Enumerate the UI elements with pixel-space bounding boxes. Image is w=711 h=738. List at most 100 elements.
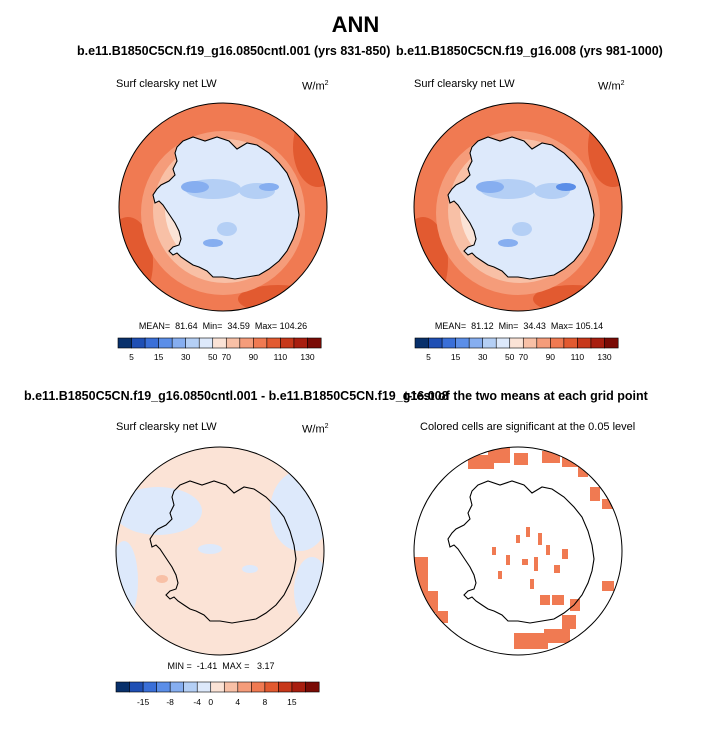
colorbar-box xyxy=(305,681,320,693)
colorbar-box xyxy=(129,681,144,693)
ice-shelf-low xyxy=(217,222,237,236)
colorbar-box xyxy=(158,337,173,349)
negative-patch-e xyxy=(294,557,324,625)
colorbar-box xyxy=(577,337,592,349)
colorbar-box xyxy=(210,681,225,693)
polar-map-case2 xyxy=(413,102,623,312)
max-band-east xyxy=(588,107,622,187)
colorbar-labels-diff: -15 -8 -4 0 4 8 15 xyxy=(116,697,319,709)
colorbar-tick-label: 70 xyxy=(518,352,529,362)
colorbar-box xyxy=(115,681,131,693)
colorbar-box xyxy=(563,337,578,349)
panel-title-case2: b.e11.B1850C5CN.f19_g16.008 (yrs 981-100… xyxy=(396,44,663,58)
colorbar-box xyxy=(196,681,212,693)
colorbar-box xyxy=(495,337,511,349)
ice-shelf-core xyxy=(498,239,518,247)
variable-label-diff: Surf clearsky net LW xyxy=(116,421,217,433)
colorbar-box xyxy=(171,337,187,349)
colorbar-tick-label: 30 xyxy=(477,352,488,362)
colorbar-tick-label: -4 xyxy=(193,697,201,707)
colorbar-tick-label: 90 xyxy=(545,352,556,362)
colorbar-box xyxy=(522,337,538,349)
colorbar-box xyxy=(131,337,146,349)
colorbar-tick-label: 8 xyxy=(262,697,268,707)
polar-map-case1 xyxy=(118,102,328,312)
colorbar-tick-label: 4 xyxy=(235,697,241,707)
colorbar-box xyxy=(550,337,565,349)
colorbar-tick-label: 0 xyxy=(208,697,214,707)
colorbar-tick-label: 5 xyxy=(129,352,134,362)
panel-title-diff: b.e11.B1850C5CN.f19_g16.0850cntl.001 - b… xyxy=(24,389,449,403)
colorbar-box xyxy=(212,337,227,349)
colorbar-box xyxy=(156,681,171,693)
units-label-case1: W/m2 xyxy=(302,80,329,93)
colorbar-tick-label: 130 xyxy=(597,352,612,362)
colorbar-tick-label: 70 xyxy=(221,352,232,362)
main-title: ANN xyxy=(331,12,380,37)
negative-patch-interior-2 xyxy=(242,565,258,573)
colorbar-tick-label: 15 xyxy=(287,697,297,707)
polar-map-ttest xyxy=(413,446,623,656)
colorbar-box xyxy=(590,337,605,349)
colorbar-case2 xyxy=(414,337,619,349)
colorbar-box xyxy=(239,337,254,349)
plateau-core-west xyxy=(181,181,209,193)
variable-label-case1: Surf clearsky net LW xyxy=(116,78,217,90)
colorbar-box xyxy=(223,681,239,693)
colorbar-box xyxy=(509,337,524,349)
colorbar-tick-label: -8 xyxy=(166,697,174,707)
colorbar-box xyxy=(293,337,308,349)
plateau-core-east xyxy=(259,183,279,191)
colorbar-tick-label: 90 xyxy=(248,352,259,362)
colorbar-labels-case2: 5 15 30 50 70 90 110 130 xyxy=(415,352,618,364)
colorbar-tick-label: 130 xyxy=(300,352,315,362)
stats-case1: MEAN= 81.64 Min= 34.59 Max= 104.26 xyxy=(138,321,308,331)
colorbar-tick-label: 50 xyxy=(207,352,218,362)
map-border xyxy=(118,102,328,312)
map-border xyxy=(115,446,325,656)
significance-note: Colored cells are significant at the 0.0… xyxy=(420,421,636,433)
colorbar-box xyxy=(280,337,295,349)
colorbar-diff xyxy=(115,681,320,693)
colorbar-box xyxy=(169,681,185,693)
polar-map-diff xyxy=(115,446,325,656)
colorbar-labels-case1: 5 15 30 50 70 90 110 130 xyxy=(118,352,321,364)
colorbar-box xyxy=(468,337,484,349)
colorbar-tick-label: 110 xyxy=(570,352,585,362)
colorbar-box xyxy=(144,337,160,349)
colorbar-box xyxy=(536,337,551,349)
plateau-core-west xyxy=(476,181,504,193)
ice-shelf-core xyxy=(203,239,223,247)
colorbar-tick-label: -15 xyxy=(136,697,150,707)
colorbar-tick-label: 15 xyxy=(153,352,164,362)
colorbar-box xyxy=(264,681,279,693)
colorbar-tick-label: 50 xyxy=(504,352,515,362)
negative-patch-interior xyxy=(198,544,222,554)
units-label-diff: W/m2 xyxy=(302,423,329,436)
map-border xyxy=(413,446,623,656)
stats-case2: MEAN= 81.12 Min= 34.43 Max= 105.14 xyxy=(434,321,604,331)
colorbar-box xyxy=(441,337,457,349)
colorbar-box xyxy=(307,337,322,349)
colorbar-box xyxy=(237,681,252,693)
panel-title-case1: b.e11.B1850C5CN.f19_g16.0850cntl.001 (yr… xyxy=(77,44,391,58)
colorbar-tick-label: 5 xyxy=(426,352,431,362)
positive-patch xyxy=(156,575,168,583)
colorbar-box xyxy=(117,337,133,349)
plateau-core-east xyxy=(556,183,576,191)
ttest-background xyxy=(414,447,622,655)
map-border xyxy=(413,102,623,312)
stats-diff: MIN = -1.41 MAX = 3.17 xyxy=(167,661,275,671)
colorbar-tick-label: 30 xyxy=(180,352,191,362)
colorbar-box xyxy=(185,337,200,349)
colorbar-tick-label: 15 xyxy=(450,352,461,362)
max-band-east xyxy=(293,107,327,187)
colorbar-box xyxy=(183,681,198,693)
colorbar-box xyxy=(198,337,214,349)
colorbar-box xyxy=(278,681,293,693)
colorbar-box xyxy=(482,337,497,349)
colorbar-box xyxy=(266,337,281,349)
colorbar-tick-label: 110 xyxy=(273,352,288,362)
colorbar-case1 xyxy=(117,337,322,349)
colorbar-box xyxy=(225,337,241,349)
